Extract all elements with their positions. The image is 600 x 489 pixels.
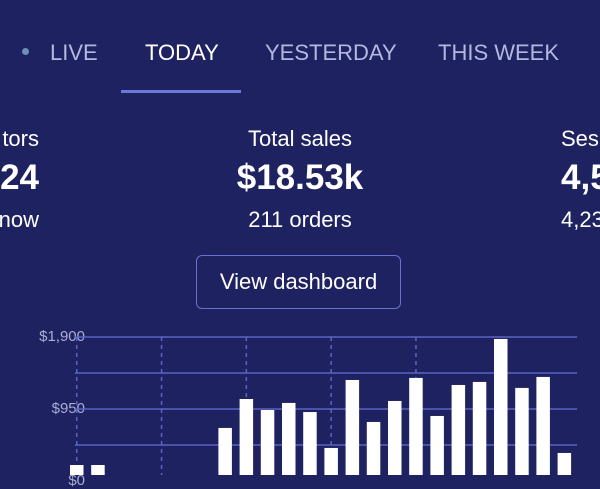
bar-hour-10 bbox=[282, 402, 296, 475]
sessions-value: 4,5 bbox=[561, 158, 600, 197]
bar-hour-19 bbox=[472, 381, 487, 475]
left-stat-label: tors bbox=[2, 126, 39, 151]
total-orders: 211 orders bbox=[248, 207, 352, 232]
bar-hour-14 bbox=[366, 421, 381, 475]
total-sales-label: Total sales bbox=[248, 126, 352, 151]
bar-hour-0 bbox=[70, 465, 84, 475]
tab-this-week[interactable]: THIS WEEK bbox=[438, 40, 560, 65]
bar-hour-15 bbox=[388, 400, 402, 475]
sessions-sub: 4,23 bbox=[561, 207, 600, 232]
total-sales-value: $18.53k bbox=[236, 158, 364, 197]
bar-hour-22 bbox=[536, 376, 550, 475]
bar-hour-20 bbox=[494, 338, 508, 475]
bar-hour-23 bbox=[557, 452, 572, 475]
view-dashboard-button[interactable]: View dashboard bbox=[196, 255, 401, 309]
bar-hour-1 bbox=[91, 465, 105, 475]
bar-hour-12 bbox=[324, 447, 338, 475]
active-tab-indicator bbox=[121, 90, 241, 93]
tab-yesterday[interactable]: YESTERDAY bbox=[265, 40, 397, 65]
y-tick-label: $1,900 bbox=[39, 328, 85, 345]
live-indicator-icon bbox=[22, 48, 29, 55]
left-stat-value: 24 bbox=[0, 158, 39, 197]
bar-hour-21 bbox=[515, 387, 529, 475]
bar-hour-7 bbox=[218, 427, 232, 475]
bar-hour-9 bbox=[260, 409, 275, 475]
tab-live[interactable]: LIVE bbox=[50, 40, 98, 65]
sessions-label: Ses bbox=[561, 126, 599, 151]
bar-hour-16 bbox=[409, 377, 423, 475]
bar-hour-17 bbox=[430, 415, 444, 475]
sales-bar-chart bbox=[70, 336, 577, 475]
bar-hour-8 bbox=[239, 398, 254, 475]
tab-today[interactable]: TODAY bbox=[145, 40, 219, 65]
bar-hour-13 bbox=[345, 379, 360, 475]
bar-hour-11 bbox=[303, 412, 317, 475]
bar-hour-18 bbox=[451, 384, 466, 475]
left-stat-sub: now bbox=[0, 207, 39, 232]
